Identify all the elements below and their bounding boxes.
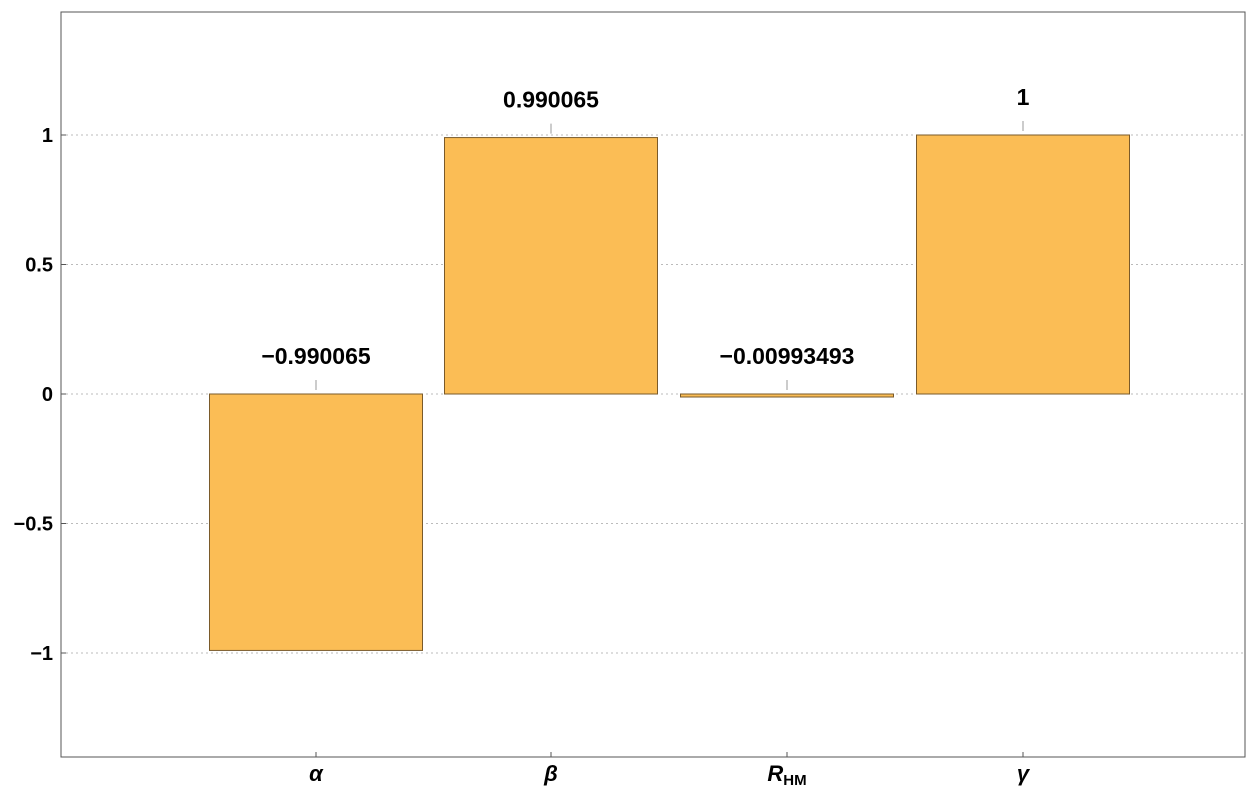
bar-3 (916, 134, 1130, 395)
x-tick-label: β (543, 761, 558, 786)
y-axis-ticks: 1 0.5 0 −0.5 −1 (14, 125, 66, 665)
data-labels: −0.990065 0.990065 −0.00993493 1 (261, 84, 1030, 390)
x-tick-label: γ (1017, 761, 1031, 786)
bar-0 (209, 393, 423, 651)
plot-frame (60, 11, 1246, 758)
data-label: −0.990065 (261, 343, 371, 369)
data-label: 1 (1017, 84, 1030, 110)
x-tick-label: α (309, 761, 324, 786)
y-tick-label: −0.5 (14, 514, 53, 536)
bar-1 (444, 137, 658, 395)
y-tick-label: −1 (30, 643, 53, 665)
x-tick-label: RHM (767, 761, 806, 786)
x-axis-ticks: α β RHM γ (309, 752, 1031, 786)
bars (209, 134, 1130, 651)
data-label: −0.00993493 (720, 343, 855, 369)
bar-2 (680, 393, 894, 398)
data-label: 0.990065 (503, 87, 599, 113)
y-tick-label: 0 (42, 384, 53, 406)
y-tick-label: 1 (42, 125, 53, 147)
y-tick-label: 0.5 (25, 255, 53, 277)
